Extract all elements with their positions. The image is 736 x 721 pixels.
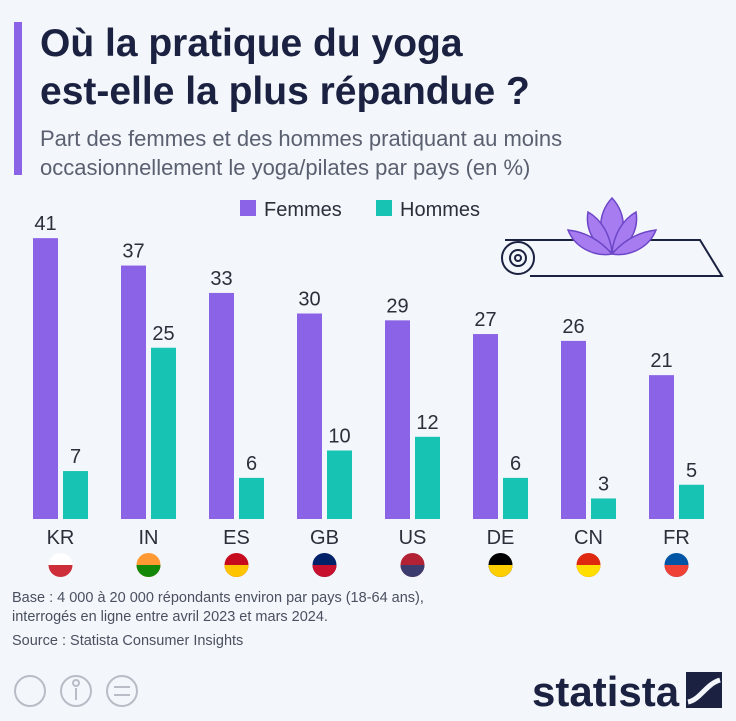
category-label: KR: [47, 527, 75, 549]
bar: [209, 292, 234, 519]
bar: [297, 313, 322, 519]
source: Source : Statista Consumer Insights: [12, 633, 243, 649]
subtitle-line: Part des femmes et des hommes pratiquant…: [40, 126, 562, 151]
legend-label: Femmes: [264, 199, 342, 221]
accent-bar: [14, 22, 22, 175]
value-label: 27: [474, 309, 496, 331]
license-icons: [14, 675, 138, 707]
bar: [649, 375, 674, 519]
bar: [151, 347, 176, 519]
brand-logo: [686, 672, 722, 708]
legend-swatch: [376, 200, 392, 216]
subtitle-line: occasionnellement le yoga/pilates par pa…: [40, 155, 530, 180]
bar: [33, 238, 58, 519]
bar: [679, 484, 704, 519]
category-label: US: [399, 527, 427, 549]
bar: [385, 320, 410, 519]
flag-icon: [312, 565, 337, 577]
flag-icon: [488, 565, 513, 577]
value-label: 41: [34, 213, 56, 235]
flag-icon: [48, 565, 73, 577]
value-label: 5: [686, 460, 697, 482]
bar: [327, 450, 352, 519]
value-label: 10: [328, 426, 350, 448]
flag-icon: [400, 565, 425, 577]
value-label: 29: [386, 295, 408, 317]
flag-icon: [576, 565, 601, 577]
value-label: 6: [246, 453, 257, 475]
value-label: 21: [650, 350, 672, 372]
value-label: 7: [70, 446, 81, 468]
legend-label: Hommes: [400, 199, 480, 221]
category-label: GB: [310, 527, 339, 549]
footnote-line: Base : 4 000 à 20 000 répondants environ…: [12, 590, 424, 606]
category-label: IN: [139, 527, 159, 549]
yoga-illustration: [501, 196, 724, 277]
value-label: 12: [416, 412, 438, 434]
bar: [591, 498, 616, 519]
value-label: 25: [152, 323, 174, 345]
value-label: 3: [598, 473, 609, 495]
value-label: 37: [122, 241, 144, 263]
bar: [63, 471, 88, 519]
value-label: 30: [298, 289, 320, 311]
category-label: ES: [223, 527, 250, 549]
brand: statista: [532, 668, 680, 715]
legend-swatch: [240, 200, 256, 216]
flag-icon: [664, 565, 689, 577]
bar: [561, 340, 586, 519]
value-label: 6: [510, 453, 521, 475]
footnote-line: interrogés en ligne entre avril 2023 et …: [12, 609, 328, 625]
value-label: 26: [562, 316, 584, 338]
bar: [503, 477, 528, 519]
bar: [415, 436, 440, 519]
bar: [121, 265, 146, 519]
value-label: 33: [210, 268, 232, 290]
bar: [473, 334, 498, 519]
category-label: CN: [574, 527, 603, 549]
title-line: est-elle la plus répandue ?: [40, 70, 530, 113]
flag-icon: [136, 565, 161, 577]
category-label: FR: [663, 527, 690, 549]
bar: [239, 477, 264, 519]
flag-icon: [224, 565, 249, 577]
category-label: DE: [487, 527, 515, 549]
title-line: Où la pratique du yoga: [40, 22, 463, 65]
